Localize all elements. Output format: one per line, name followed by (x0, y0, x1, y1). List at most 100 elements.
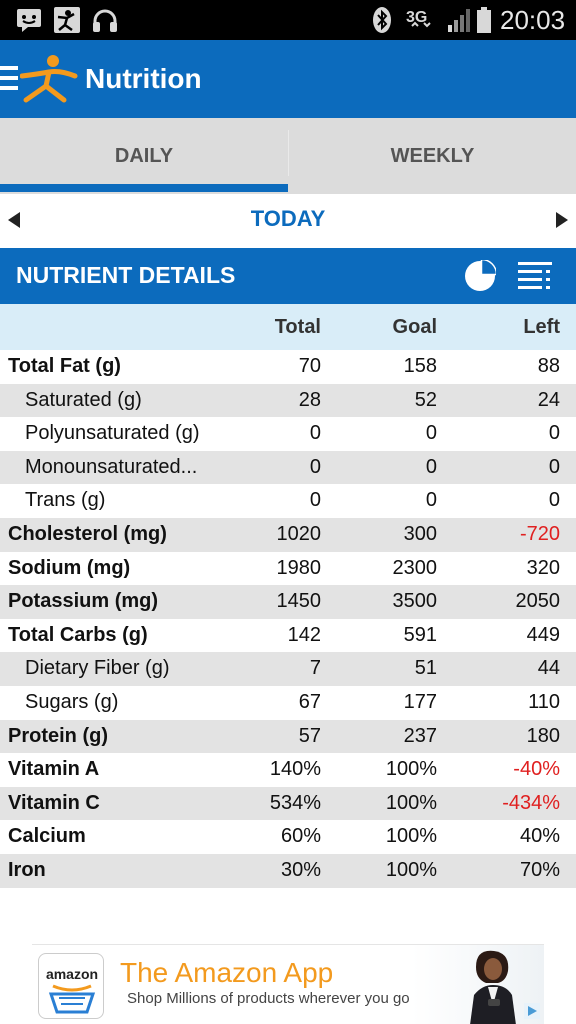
bluetooth-icon (370, 6, 394, 34)
column-header-goal: Goal (392, 316, 437, 338)
section-title: NUTRIENT DETAILS (16, 262, 236, 288)
nutrient-name: Protein (g) (8, 724, 108, 747)
nutrient-total: 0 (309, 422, 321, 445)
nutrient-goal: 0 (425, 489, 437, 512)
column-header-left: Left (523, 316, 560, 338)
myfitnesspal-logo-icon[interactable] (19, 52, 78, 104)
nutrient-name: Vitamin C (8, 791, 100, 814)
status-time: 20:03 (500, 5, 566, 35)
nutrient-name: Calcium (8, 825, 86, 848)
nutrient-left: -720 (519, 522, 560, 545)
nutrient-total: 57 (298, 724, 321, 747)
section-header: NUTRIENT DETAILS (0, 248, 576, 304)
table-row: Potassium (mg) 1450 3500 2050 (0, 585, 576, 619)
athlete-icon (52, 6, 82, 34)
nutrient-total: 67 (298, 690, 321, 713)
table-row: Protein (g) 57 237 180 (0, 719, 576, 754)
nutrient-name: Dietary Fiber (g) (25, 657, 170, 680)
nutrient-name: Potassium (mg) (8, 590, 159, 613)
nutrient-left: 180 (526, 724, 560, 747)
table-row: Cholesterol (mg) 1020 300 -720 (0, 517, 576, 552)
table-row: Trans (g) 0 0 0 (0, 484, 576, 518)
ad-logo-text: amazon (45, 966, 99, 982)
nutrient-name: Total Fat (g) (8, 355, 121, 377)
nutrient-total: 1020 (276, 522, 322, 545)
nutrient-left: 110 (528, 690, 560, 713)
nutrient-name: Sodium (mg) (8, 556, 131, 579)
nutrient-goal: 2300 (392, 556, 438, 579)
nutrient-goal: 237 (403, 724, 437, 747)
nutrient-total: 1450 (276, 590, 322, 613)
pie-chart-icon[interactable] (464, 258, 498, 292)
table-row: Total Fat (g) 70 158 88 (0, 350, 576, 384)
nutrient-goal: 177 (403, 690, 437, 713)
nutrient-name: Trans (g) (25, 489, 106, 512)
nutrient-left: 449 (526, 623, 560, 646)
svg-text:3G: 3G (406, 9, 427, 26)
nutrient-goal: 100% (385, 758, 437, 781)
table-row: Vitamin C 534% 100% -434% (0, 786, 576, 821)
ad-title: The Amazon App (120, 957, 334, 988)
nutrient-left: 70% (519, 858, 560, 881)
table-row: Sodium (mg) 1980 2300 320 (0, 552, 576, 586)
headphones-icon (90, 6, 120, 34)
nutrient-total: 534% (269, 791, 321, 814)
ad-subtitle: Shop Millions of products wherever you g… (127, 990, 410, 1007)
nutrient-goal: 0 (425, 422, 437, 445)
amazon-app-logo-icon[interactable]: amazon (38, 953, 104, 1019)
nutrient-goal: 100% (385, 858, 437, 881)
table-row: Monounsaturated... 0 0 0 (0, 450, 576, 485)
list-icon[interactable] (518, 260, 552, 292)
ad-person-image (462, 947, 522, 1024)
nutrient-total: 28 (298, 388, 321, 411)
nutrient-goal: 158 (403, 355, 437, 377)
tab-weekly[interactable]: WEEKLY (390, 144, 475, 167)
nutrient-left: 40% (519, 825, 560, 848)
nutrient-left: 0 (548, 455, 560, 478)
nutrient-name: Total Carbs (g) (8, 623, 148, 646)
table-row: Dietary Fiber (g) 7 51 44 (0, 652, 576, 686)
status-bar: 3G 20:03 (0, 0, 576, 40)
nutrient-goal: 3500 (392, 590, 438, 613)
nutrient-name: Polyunsaturated (g) (25, 422, 200, 445)
signal-icon (446, 6, 472, 34)
table-row: Sugars (g) 67 177 110 (0, 686, 576, 720)
nutrient-name: Saturated (g) (25, 388, 142, 411)
nutrient-goal: 52 (414, 388, 437, 411)
ad-banner[interactable]: amazon The Amazon App Shop Millions of p… (32, 944, 544, 1024)
nutrient-name: Cholesterol (mg) (8, 522, 167, 545)
nutrient-name: Iron (8, 858, 46, 881)
menu-icon[interactable] (0, 66, 18, 90)
nutrient-name: Vitamin A (8, 758, 100, 781)
table-row: Saturated (g) 28 52 24 (0, 383, 576, 418)
nutrient-name: Sugars (g) (25, 690, 119, 713)
table-row: Total Carbs (g) 142 591 449 (0, 619, 576, 653)
date-navigator: TODAY (0, 194, 576, 248)
table-row: Calcium 60% 100% 40% (0, 820, 576, 854)
nutrient-total: 142 (287, 623, 321, 646)
ad-choices-icon[interactable] (524, 1003, 540, 1019)
nutrient-total: 70 (298, 355, 321, 377)
nutrient-left: 2050 (515, 590, 561, 613)
nutrient-goal: 51 (414, 657, 437, 680)
arrow-left-icon[interactable] (8, 212, 20, 228)
table-header-row: Total Goal Left (0, 304, 576, 350)
nutrient-total: 0 (309, 489, 321, 512)
nutrient-left: 88 (537, 355, 560, 377)
nutrient-total: 7 (309, 657, 321, 680)
nutrient-table: Total Fat (g) 70 158 88 Saturated (g) 28 52 24… (0, 350, 576, 888)
nutrient-goal: 300 (403, 522, 437, 545)
app-bar: Nutrition (0, 40, 576, 118)
nutrient-left: 0 (548, 489, 560, 512)
tab-selected-indicator (0, 184, 288, 192)
page-title: Nutrition (85, 63, 202, 94)
table-row: Polyunsaturated (g) 0 0 0 (0, 417, 576, 451)
nutrient-left: -434% (502, 791, 560, 814)
tab-daily[interactable]: DAILY (114, 144, 174, 167)
arrow-right-icon[interactable] (556, 212, 568, 228)
battery-icon (476, 6, 492, 34)
nutrient-total: 0 (309, 455, 321, 478)
nutrient-name: Monounsaturated... (25, 455, 198, 478)
date-label[interactable]: TODAY (250, 206, 326, 231)
nutrient-total: 140% (269, 758, 321, 781)
